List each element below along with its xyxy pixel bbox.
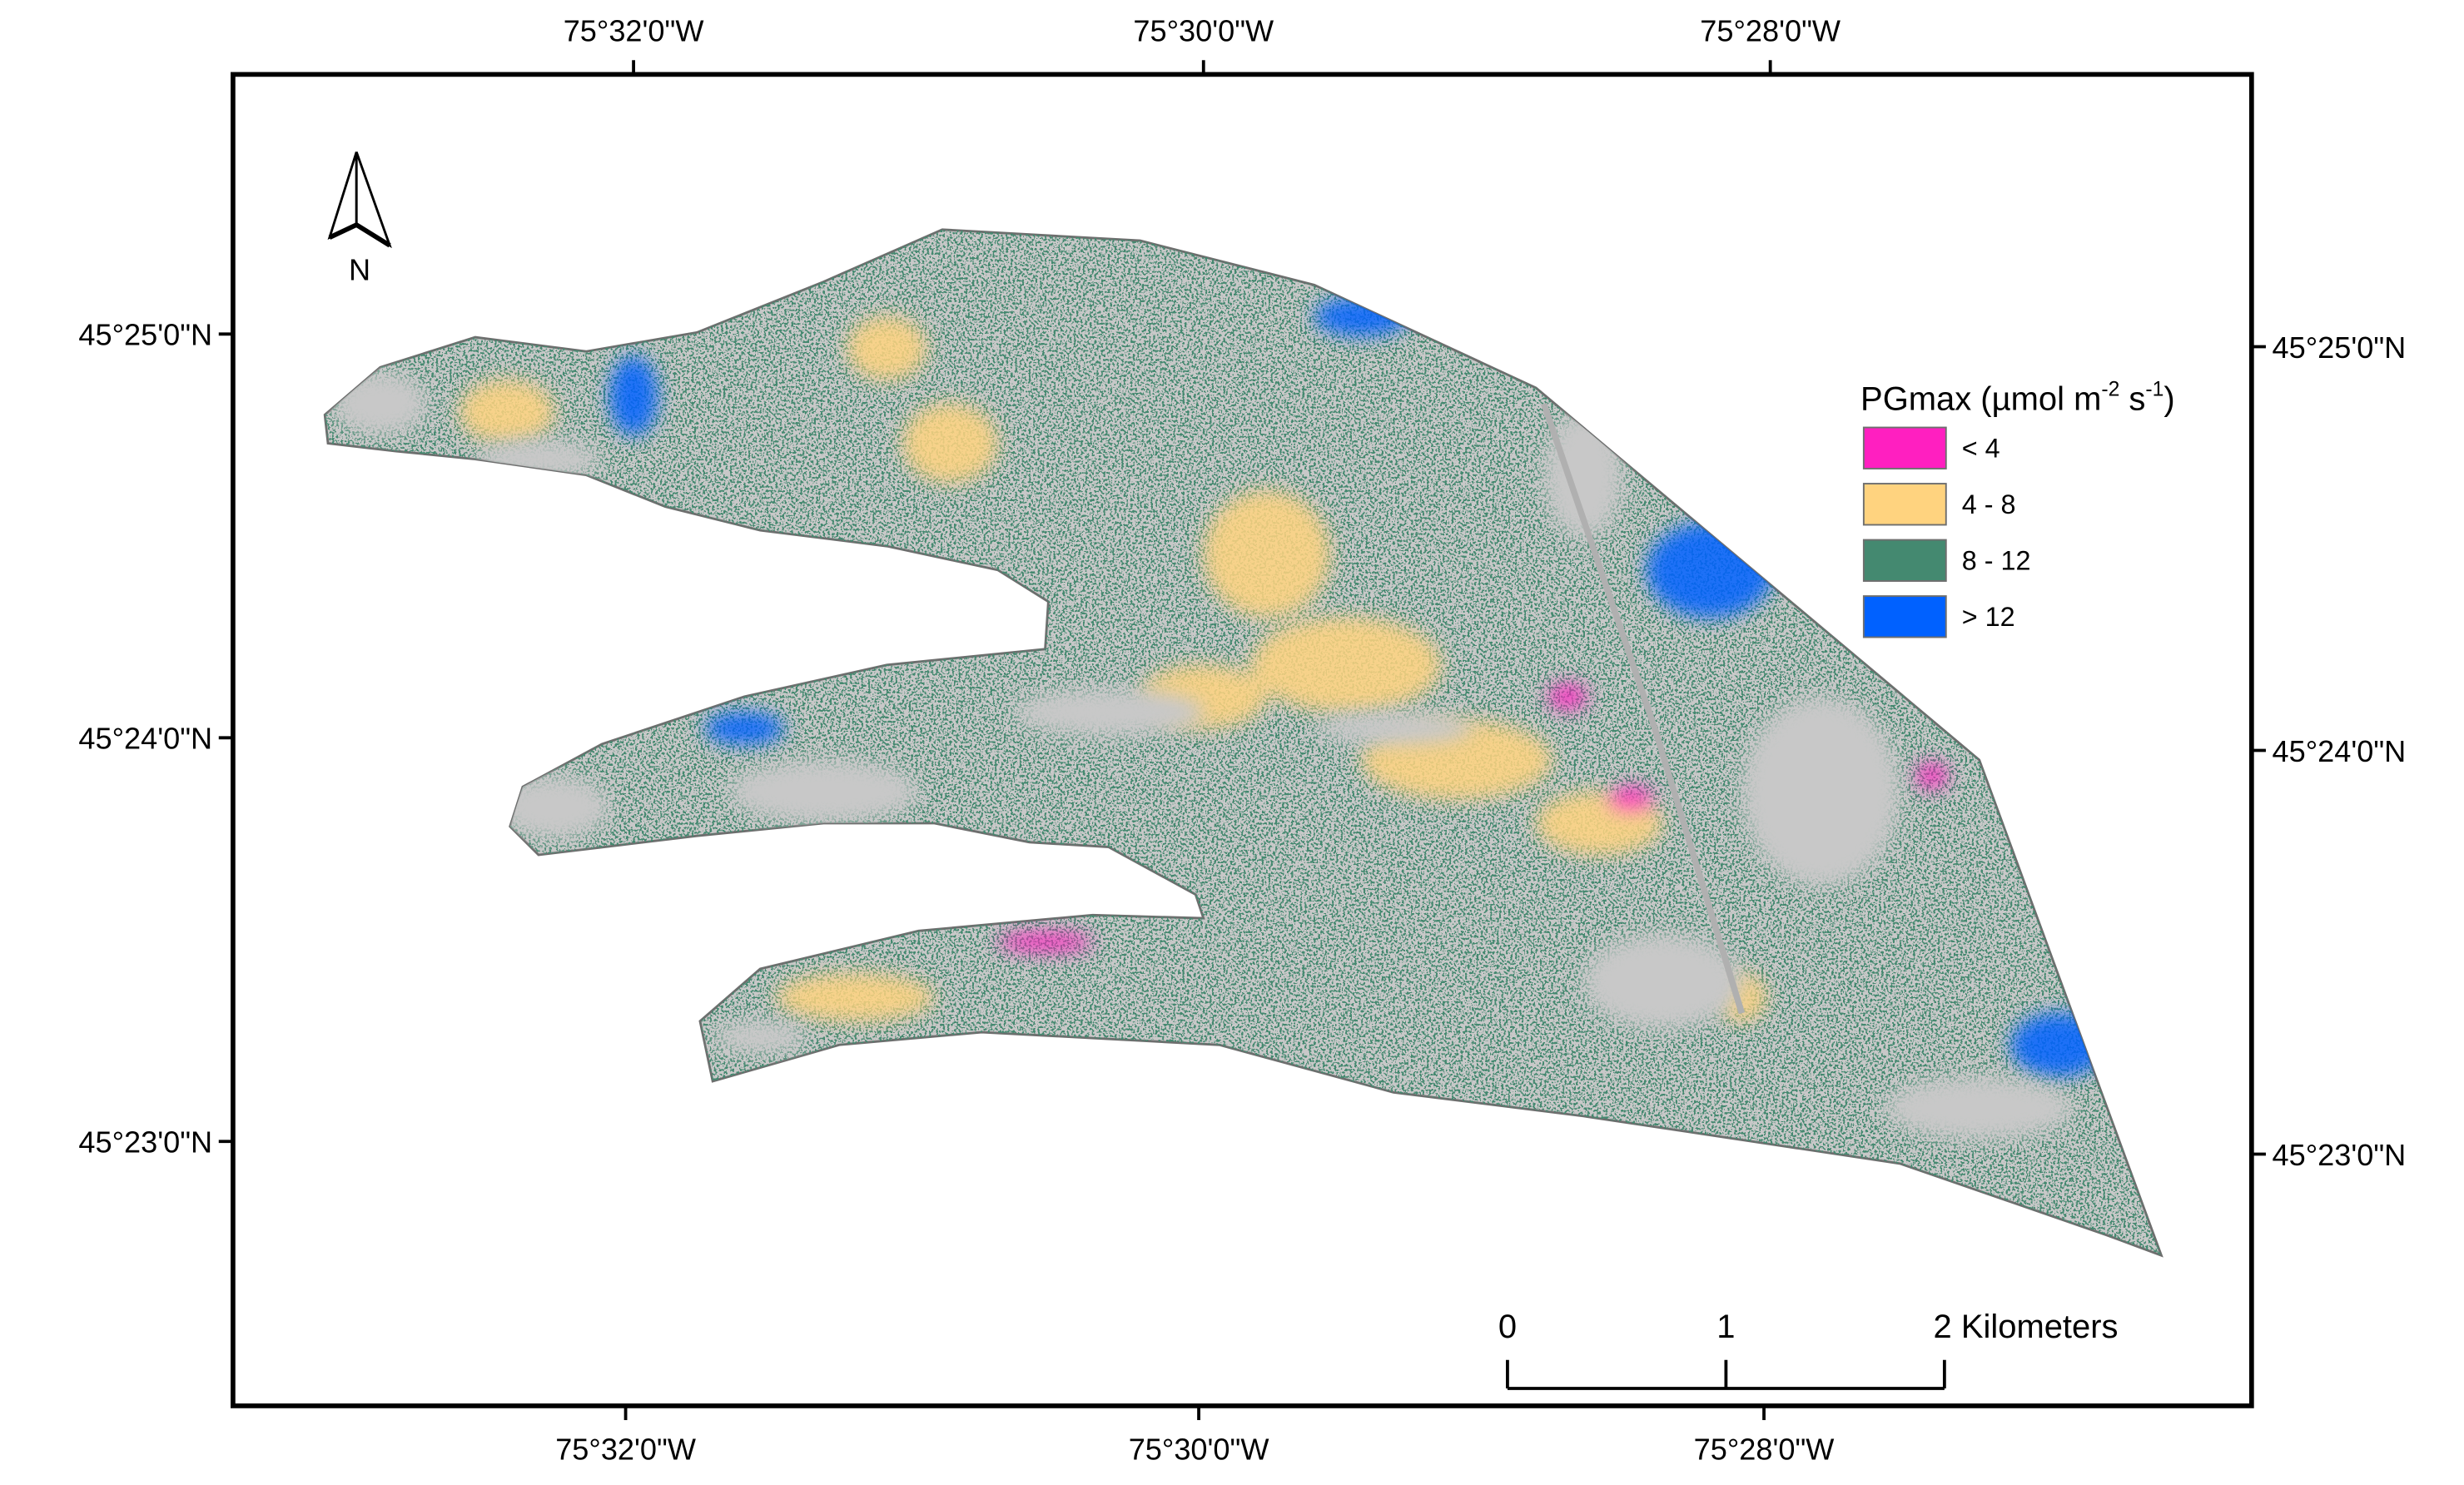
gap (1884, 1076, 2074, 1140)
legend-label: < 4 (1962, 434, 2000, 464)
class-patch (1607, 787, 1655, 812)
legend-label: 4 - 8 (1962, 489, 2016, 519)
lat-label: 45°25'0"N (78, 318, 212, 352)
gap (1013, 688, 1204, 737)
gap (713, 1021, 808, 1053)
legend-label: > 12 (1962, 602, 2015, 632)
scale-label: 1 (1716, 1309, 1735, 1345)
lon-label: 75°30'0"W (1133, 13, 1274, 47)
class-patch (776, 973, 935, 1021)
north-arrow: N (327, 151, 392, 287)
class-patches (459, 297, 2106, 1077)
legend-swatch (1862, 595, 1947, 638)
lon-label: 75°28'0"W (1694, 1433, 1835, 1467)
class-patch (997, 932, 1093, 952)
lat-label: 45°24'0"N (2273, 734, 2407, 768)
gap (1583, 934, 1742, 1030)
lat-label: 45°23'0"N (2273, 1138, 2407, 1172)
lon-label: 75°32'0"W (555, 1433, 696, 1467)
class-patch (1250, 617, 1442, 713)
legend-label: 8 - 12 (1962, 546, 2031, 576)
lat-label: 45°25'0"N (2273, 330, 2407, 365)
gap (1314, 712, 1473, 744)
gap (332, 371, 428, 436)
legend-title-text: ) (2163, 381, 2174, 418)
legend-swatch (1862, 483, 1947, 526)
legend-title-sup: -2 (2101, 378, 2119, 400)
legend-swatch (1862, 426, 1947, 469)
legend: PGmax (µmol m-2 s-1) < 4 4 - 8 8 - 12 > 12 (1860, 378, 2175, 638)
gap (499, 775, 610, 840)
class-patch (704, 712, 784, 744)
class-patch (902, 403, 998, 484)
lon-label: 75°28'0"W (1700, 13, 1841, 47)
gray-gaps (332, 371, 2074, 1140)
class-patch (459, 380, 554, 444)
lon-label: 75°30'0"W (1129, 1433, 1269, 1467)
north-label: N (349, 253, 370, 287)
class-patch (1548, 683, 1587, 710)
scale-bar (1506, 1359, 1946, 1390)
graticule-ticks (218, 60, 2266, 1421)
legend-swatch (1862, 539, 1947, 582)
gap (1741, 696, 1900, 887)
legend-title: PGmax (µmol m-2 s-1) (1860, 378, 2175, 417)
lat-label: 45°24'0"N (78, 722, 212, 756)
road-line (1541, 402, 1746, 1015)
class-patch (847, 316, 926, 380)
legend-title-text: s (2119, 381, 2145, 418)
class-patch (1915, 762, 1948, 789)
gap (728, 759, 919, 823)
lat-label: 45°23'0"N (78, 1125, 212, 1160)
legend-title-text: PGmax (µmol m (1860, 381, 2101, 418)
class-patch (609, 355, 658, 436)
scale-label: 0 (1498, 1309, 1517, 1345)
scale-label: 2 Kilometers (1934, 1309, 2119, 1345)
lon-label: 75°32'0"W (564, 13, 704, 47)
class-patch (1203, 490, 1330, 618)
legend-title-sup: -1 (2145, 378, 2163, 400)
